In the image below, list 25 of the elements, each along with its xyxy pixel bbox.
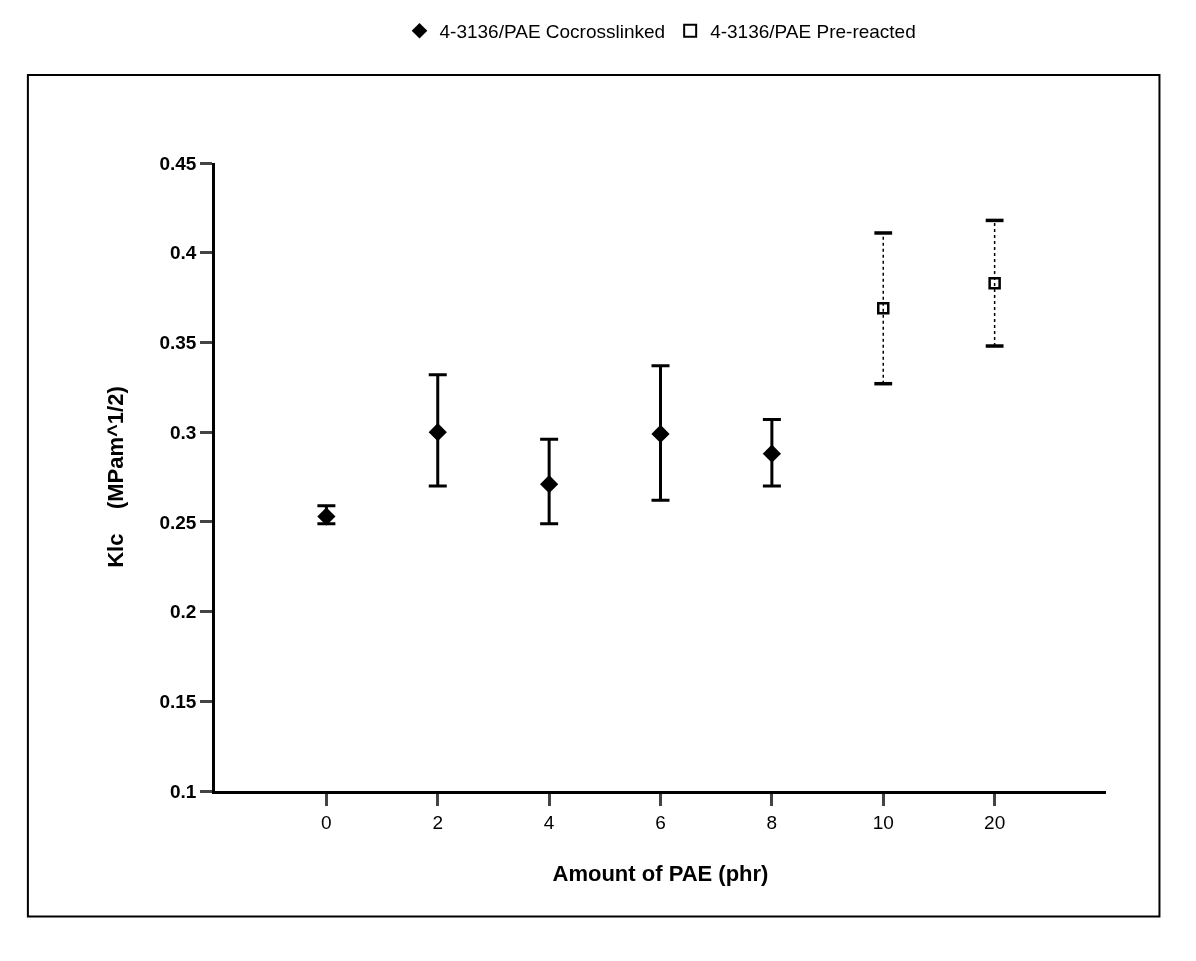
x-tick-label: 8	[766, 811, 778, 833]
y-tick-label: 0.4	[170, 242, 197, 264]
y-tick-label: 0.35	[159, 332, 197, 354]
x-tick-label: 0	[321, 811, 332, 833]
x-tick-label: 4	[543, 811, 555, 833]
y-tick-label: 0.3	[170, 421, 197, 443]
y-tick-label: 0.1	[170, 780, 197, 802]
y-axis-title: Klc (MPam^1/2)	[103, 386, 129, 568]
y-tick-label: 0.25	[159, 511, 197, 533]
legend-label: 4-3136/PAE Pre-reacted	[710, 21, 916, 43]
y-tick-label: 0.2	[170, 601, 197, 623]
point	[540, 475, 559, 494]
point	[651, 424, 670, 444]
y-tick-label: 0.15	[159, 690, 197, 712]
point	[428, 423, 447, 442]
point	[762, 444, 781, 463]
x-axis-title: Amount of PAE (phr)	[552, 861, 769, 887]
x-tick-label: 20	[984, 811, 1006, 833]
y-tick-label: 0.45	[159, 152, 197, 174]
point	[877, 302, 890, 315]
point	[988, 276, 1001, 290]
x-tick-label: 10	[872, 811, 894, 833]
legend-label: 4-3136/PAE Cocrosslinked	[439, 21, 666, 43]
x-tick-label: 6	[655, 811, 666, 833]
x-tick-label: 2	[432, 811, 444, 833]
